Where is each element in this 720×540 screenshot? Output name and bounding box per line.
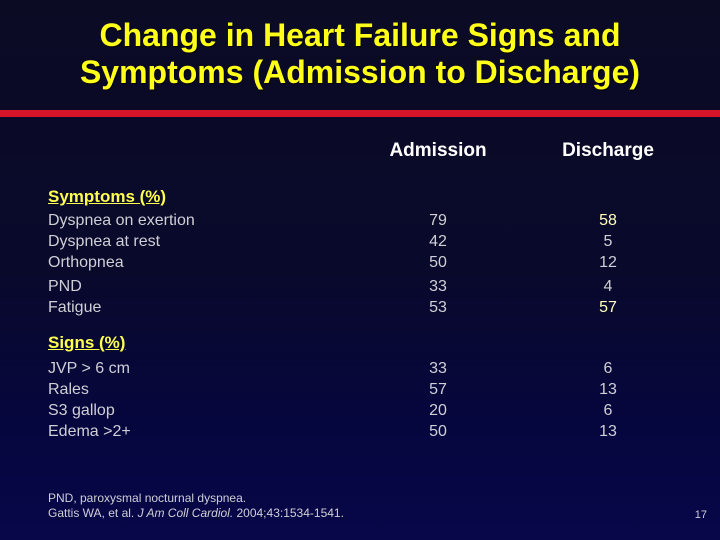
- discharge-value: 12: [599, 254, 617, 271]
- citation-journal: J Am Coll Cardiol.: [137, 506, 234, 520]
- row-label: Orthopnea: [48, 254, 124, 271]
- admission-value: 57: [429, 381, 447, 398]
- table-row-dyspnea-exertion: Dyspnea on exertion 79 58: [48, 210, 693, 231]
- citation-authors: Gattis WA, et al.: [48, 506, 138, 520]
- discharge-value: 58: [599, 212, 617, 229]
- table-header-row: Admission Discharge: [48, 139, 693, 163]
- discharge-value: 5: [603, 233, 613, 250]
- table-row-orthopnea: Orthopnea 50 12: [48, 252, 693, 273]
- admission-value: 20: [429, 402, 447, 419]
- discharge-value: 13: [599, 381, 617, 398]
- admission-value: 33: [429, 360, 447, 377]
- table-row-edema: Edema >2+ 50 13: [48, 421, 693, 442]
- data-table: Admission Discharge Symptoms (%) Dyspnea…: [48, 139, 693, 442]
- slide-title-line-1: Change in Heart Failure Signs and: [99, 17, 621, 53]
- column-header-discharge: Discharge: [562, 140, 654, 161]
- table-row-rales: Rales 57 13: [48, 379, 693, 400]
- discharge-value: 13: [599, 423, 617, 440]
- page-number: 17: [694, 509, 707, 521]
- admission-value: 53: [429, 299, 447, 316]
- row-label: Dyspnea on exertion: [48, 212, 195, 229]
- row-label: Fatigue: [48, 299, 102, 316]
- section-heading-symptoms: Symptoms (%): [48, 187, 167, 206]
- column-header-admission: Admission: [389, 140, 487, 161]
- table-row-jvp: JVP > 6 cm 33 6: [48, 358, 693, 379]
- row-label: S3 gallop: [48, 402, 115, 419]
- slide-title-line-2: Symptoms (Admission to Discharge): [79, 54, 641, 90]
- title-divider-rule: [0, 110, 720, 117]
- discharge-value: 57: [599, 299, 617, 316]
- row-label: Rales: [48, 381, 89, 398]
- row-label: Edema >2+: [48, 423, 131, 440]
- admission-value: 79: [429, 212, 447, 229]
- discharge-value: 6: [603, 360, 613, 377]
- section-heading-signs: Signs (%): [48, 333, 126, 352]
- table-row-fatigue: Fatigue 53 57: [48, 297, 693, 318]
- admission-value: 42: [429, 233, 447, 250]
- footnote: PND, paroxysmal nocturnal dyspnea. Gatti…: [48, 491, 344, 521]
- table-row-s3-gallop: S3 gallop 20 6: [48, 400, 693, 421]
- admission-value: 50: [429, 254, 447, 271]
- header-spacer: [48, 139, 363, 163]
- row-label: PND: [48, 278, 82, 295]
- row-label: JVP > 6 cm: [48, 360, 130, 377]
- discharge-value: 4: [603, 278, 613, 295]
- discharge-value: 6: [603, 402, 613, 419]
- admission-value: 50: [429, 423, 447, 440]
- footnote-citation: Gattis WA, et al. J Am Coll Cardiol. 200…: [48, 506, 344, 521]
- row-label: Dyspnea at rest: [48, 233, 161, 250]
- citation-volume-pages: 2004;43:1534-1541.: [233, 506, 344, 520]
- table-row-pnd: PND 33 4: [48, 276, 693, 297]
- admission-value: 33: [429, 278, 447, 295]
- slide-title: Change in Heart Failure Signs and Sympto…: [0, 17, 720, 91]
- table-row-dyspnea-rest: Dyspnea at rest 42 5: [48, 231, 693, 252]
- footnote-abbreviation: PND, paroxysmal nocturnal dyspnea.: [48, 491, 247, 505]
